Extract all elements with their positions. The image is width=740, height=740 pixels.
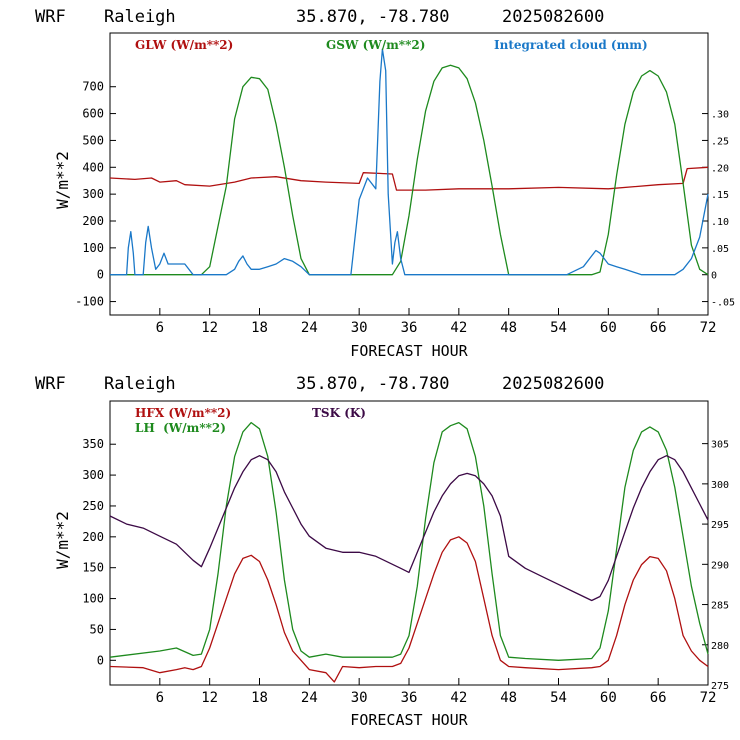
series-line-lh bbox=[109, 421, 709, 661]
x-axis: 6 12 18 24 30 36 42 48 54 60 66 72 bbox=[156, 678, 717, 706]
x-tick-label: 18 bbox=[251, 690, 268, 706]
left-axis: 0 50 100 150 200 250 300 350 bbox=[82, 437, 116, 667]
legend-item-cloud: Integrated cloud (mm) bbox=[494, 38, 648, 52]
legend-item-tsk: TSK (K) bbox=[312, 406, 366, 420]
x-tick-label: 6 bbox=[156, 320, 164, 336]
x-tick-label: 72 bbox=[700, 690, 717, 706]
x-axis-label: FORECAST HOUR bbox=[350, 711, 468, 729]
panel-radiation: WRF Raleigh 35.870, -78.780 2025082600 -… bbox=[35, 7, 735, 360]
right-tick-label: .15 bbox=[711, 190, 729, 201]
x-axis-label: FORECAST HOUR bbox=[350, 342, 468, 360]
left-tick-label: 100 bbox=[82, 592, 104, 606]
right-tick-label: -.05 bbox=[711, 298, 735, 309]
y-axis-label: W/m**2 bbox=[53, 151, 72, 209]
x-tick-label: 66 bbox=[650, 320, 667, 336]
x-tick-label: 18 bbox=[251, 320, 268, 336]
series-line-glw bbox=[109, 166, 709, 191]
header-run: 2025082600 bbox=[502, 374, 604, 394]
series-line-integrated bbox=[110, 48, 709, 276]
right-tick-label: .20 bbox=[711, 163, 729, 174]
left-tick-label: 700 bbox=[82, 80, 104, 94]
left-tick-label: 300 bbox=[82, 187, 104, 201]
header-coords: 35.870, -78.780 bbox=[296, 374, 450, 394]
left-tick-label: 400 bbox=[82, 160, 104, 174]
right-tick-label: 0 bbox=[711, 271, 717, 282]
right-tick-label: .25 bbox=[711, 136, 729, 147]
header-model: WRF bbox=[35, 7, 66, 27]
header-coords: 35.870, -78.780 bbox=[296, 7, 450, 27]
x-tick-label: 36 bbox=[401, 320, 418, 336]
header-model: WRF bbox=[35, 374, 66, 394]
right-tick-label: 290 bbox=[711, 560, 729, 571]
legend: HFX (W/m**2) LH (W/m**2) TSK (K) bbox=[135, 406, 366, 435]
series-lines bbox=[109, 48, 709, 276]
legend-item-gsw: GSW (W/m**2) bbox=[326, 38, 425, 52]
x-tick-label: 48 bbox=[500, 690, 517, 706]
x-tick-label: 60 bbox=[600, 690, 617, 706]
left-axis: -100 0 100 200 300 400 500 600 700 bbox=[75, 80, 116, 309]
legend-item-lh: LH (W/m**2) bbox=[135, 421, 226, 435]
right-tick-label: 275 bbox=[711, 681, 729, 692]
panel-fluxes: WRF Raleigh 35.870, -78.780 2025082600 0… bbox=[35, 374, 729, 729]
left-tick-label: 600 bbox=[82, 107, 104, 121]
left-tick-label: -100 bbox=[75, 295, 104, 309]
x-tick-label: 48 bbox=[500, 320, 517, 336]
x-tick-label: 54 bbox=[550, 690, 567, 706]
legend-item-glw: GLW (W/m**2) bbox=[135, 38, 233, 52]
left-tick-label: 0 bbox=[97, 268, 104, 282]
panel-header: WRF Raleigh 35.870, -78.780 2025082600 bbox=[35, 7, 604, 27]
left-tick-label: 200 bbox=[82, 214, 104, 228]
right-tick-label: .10 bbox=[711, 217, 729, 228]
x-tick-label: 54 bbox=[550, 320, 567, 336]
right-tick-label: 285 bbox=[711, 601, 729, 612]
right-axis: -.05 0 .05 .10 .15 .20 .25 .30 bbox=[702, 110, 735, 309]
x-tick-label: 42 bbox=[450, 320, 467, 336]
x-tick-label: 24 bbox=[301, 690, 318, 706]
left-tick-label: 100 bbox=[82, 241, 104, 255]
y-axis-label: W/m**2 bbox=[53, 511, 72, 569]
left-tick-label: 500 bbox=[82, 133, 104, 147]
left-tick-label: 0 bbox=[97, 653, 104, 667]
x-tick-label: 6 bbox=[156, 690, 164, 706]
left-tick-label: 50 bbox=[90, 622, 104, 636]
plot-frame bbox=[109, 400, 709, 686]
left-tick-label: 200 bbox=[82, 530, 104, 544]
x-tick-label: 42 bbox=[450, 690, 467, 706]
x-tick-label: 66 bbox=[650, 690, 667, 706]
series-line-tsk bbox=[109, 455, 709, 602]
right-tick-label: .05 bbox=[711, 244, 729, 255]
right-tick-label: .30 bbox=[711, 110, 729, 121]
right-tick-label: 295 bbox=[711, 520, 729, 531]
left-tick-label: 300 bbox=[82, 468, 104, 482]
right-tick-label: 305 bbox=[711, 440, 729, 451]
x-tick-label: 30 bbox=[351, 690, 368, 706]
series-line-hfx bbox=[109, 536, 709, 683]
header-location: Raleigh bbox=[104, 374, 176, 394]
left-tick-label: 150 bbox=[82, 561, 104, 575]
series-lines bbox=[109, 421, 709, 683]
right-tick-label: 280 bbox=[711, 641, 729, 652]
left-tick-label: 350 bbox=[82, 437, 104, 451]
panel-header: WRF Raleigh 35.870, -78.780 2025082600 bbox=[35, 374, 604, 394]
left-tick-label: 250 bbox=[82, 499, 104, 513]
x-tick-label: 12 bbox=[201, 320, 218, 336]
header-run: 2025082600 bbox=[502, 7, 604, 27]
right-axis: 275 280 285 290 295 300 305 bbox=[702, 440, 729, 692]
x-tick-label: 72 bbox=[700, 320, 717, 336]
legend: GLW (W/m**2) GSW (W/m**2) Integrated clo… bbox=[135, 38, 648, 52]
legend-item-hfx: HFX (W/m**2) bbox=[135, 406, 231, 420]
right-tick-label: 300 bbox=[711, 480, 729, 491]
plot-frame bbox=[109, 32, 709, 316]
x-axis: 6 12 18 24 30 36 42 48 54 60 66 72 bbox=[156, 308, 717, 336]
series-line-gsw bbox=[110, 64, 709, 276]
x-tick-label: 12 bbox=[201, 690, 218, 706]
x-tick-label: 24 bbox=[301, 320, 318, 336]
x-tick-label: 60 bbox=[600, 320, 617, 336]
header-location: Raleigh bbox=[104, 7, 176, 27]
x-tick-label: 36 bbox=[401, 690, 418, 706]
x-tick-label: 30 bbox=[351, 320, 368, 336]
